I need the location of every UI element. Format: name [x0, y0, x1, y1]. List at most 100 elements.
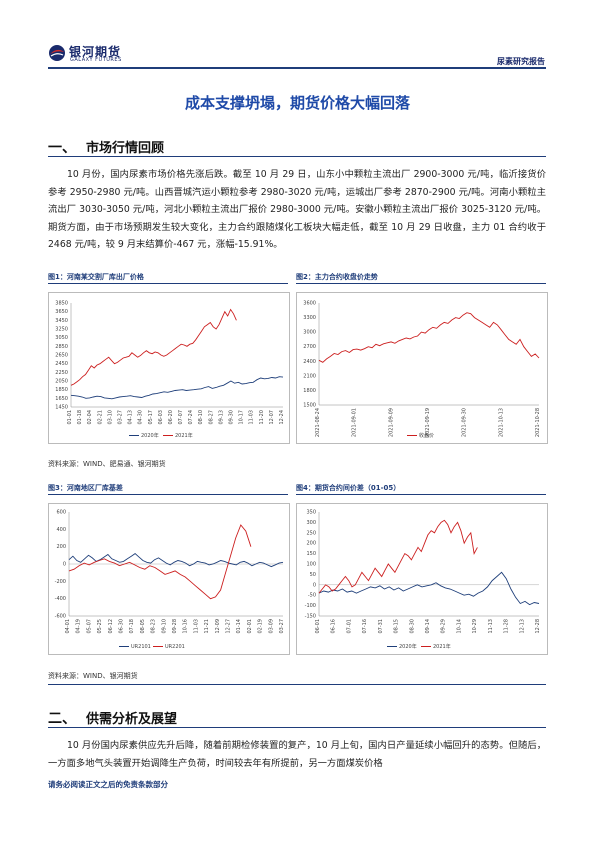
- x-tick-label: 06-03: [158, 410, 164, 425]
- x-tick-label: 04-30: [138, 410, 144, 425]
- section-number: 一、: [48, 140, 76, 156]
- x-tick-label: 11-03: [193, 619, 199, 634]
- x-tick-label: 07-01: [346, 619, 352, 634]
- x-tick-label: 12-24: [279, 410, 285, 425]
- report-type: 尿素研究报告: [497, 57, 545, 66]
- y-tick-label: 0: [63, 562, 66, 568]
- series-line-0: [70, 376, 284, 400]
- x-tick-label: 02-04: [87, 410, 93, 425]
- y-tick-label: -600: [55, 614, 66, 620]
- x-tick-label: 08-10: [198, 410, 204, 425]
- x-tick-label: 08-15: [394, 619, 400, 634]
- y-tick-label: 50: [310, 572, 316, 578]
- x-tick-label: 2021-09-09: [388, 408, 394, 437]
- y-tick-label: 3650: [55, 309, 68, 315]
- y-tick-label: 3000: [303, 330, 316, 336]
- y-tick-label: 150: [306, 551, 316, 557]
- x-tick-label: 2021-09-19: [425, 408, 431, 437]
- y-tick-label: 3250: [55, 327, 68, 333]
- section-underline: [48, 156, 546, 157]
- y-tick-label: 2700: [303, 344, 316, 350]
- disclaimer-note: 请务必阅读正文之后的免责条款部分: [48, 780, 168, 789]
- legend-label: UR2201: [165, 644, 185, 650]
- section-underline: [48, 727, 546, 728]
- y-tick-label: -100: [305, 603, 316, 609]
- x-tick-label: 08-23: [151, 619, 157, 634]
- series-line-1: [70, 308, 237, 386]
- y-tick-label: 3300: [303, 315, 316, 321]
- figure-2-svg: 1500 1800 2100 2400 2700 3000 3300 3600 2021-08-…: [303, 301, 541, 440]
- y-tick-label: 2100: [303, 373, 316, 379]
- section-title: 市场行情回顾: [86, 141, 165, 156]
- legend-label: 2021年: [175, 432, 193, 439]
- y-tick-label: 2400: [303, 359, 316, 365]
- y-tick-label: 250: [306, 530, 316, 536]
- x-tick-label: 06-12: [108, 619, 114, 634]
- source-divider: [48, 684, 546, 685]
- x-tick-label: 12-13: [519, 619, 525, 634]
- x-tick-label: 05-07: [86, 619, 92, 634]
- x-tick-label: 2021-10-13: [498, 408, 504, 437]
- section-2-heading: 二、 供需分析及展望: [48, 708, 546, 730]
- y-tick-label: 350: [306, 510, 316, 516]
- page-header: 银河期货 GALAXY FUTURES 尿素研究报告: [0, 0, 595, 70]
- x-tick-label: 09-28: [172, 619, 178, 634]
- y-tick-label: -50: [308, 593, 316, 599]
- figure-1-svg: 1450 1650 1850 2050 2250 2450 2650 2850 3050 3250…: [55, 301, 285, 440]
- x-tick-label: 05-17: [148, 410, 154, 425]
- x-tick-label: 11-20: [259, 410, 265, 425]
- y-tick-label: -150: [305, 614, 316, 620]
- section-1-heading: 一、 市场行情回顾: [48, 137, 546, 159]
- legend-label: 2020年: [399, 643, 417, 650]
- x-tick-label: 2021-08-24: [315, 408, 321, 437]
- figure-3-caption: 图3：河南地区厂库基差: [48, 484, 123, 492]
- series-line-1: [68, 524, 252, 600]
- x-tick-label: 09-29: [441, 619, 447, 634]
- x-tick-label: 07-07: [178, 410, 184, 425]
- x-tick-label: 12-07: [269, 410, 275, 425]
- x-tick-label: 10-14: [456, 619, 462, 634]
- series-line-0: [318, 571, 540, 606]
- x-tick-label: 02-01: [247, 619, 253, 634]
- logo-english: GALAXY FUTURES: [70, 57, 122, 63]
- y-tick-label: 600: [56, 510, 66, 516]
- y-tick-label: 1500: [303, 403, 316, 409]
- figure-source-2: 资料来源：WIND、银河期货: [48, 672, 138, 680]
- x-tick-label: 09-30: [229, 410, 235, 425]
- figure-1-caption: 图1：河南某交割厂库出厂价格: [48, 273, 144, 281]
- x-tick-label: 11-28: [504, 619, 510, 634]
- series-line-0: [318, 312, 540, 363]
- x-tick-label: 01-18: [77, 410, 83, 425]
- y-tick-label: 200: [56, 544, 66, 550]
- x-tick-label: 06-01: [315, 619, 321, 634]
- figure-2-rule: [296, 283, 546, 284]
- y-tick-label: 1850: [55, 387, 68, 393]
- y-tick-label: 400: [56, 527, 66, 533]
- header-divider: [48, 67, 546, 69]
- y-tick-label: 3050: [55, 335, 68, 341]
- x-tick-label: 2021-10-28: [535, 408, 541, 437]
- figure-3-chart: -600 -400 -200 0 200 400 600 04-01 04-19 05-07 05-…: [48, 503, 290, 655]
- y-tick-label: 2850: [55, 344, 68, 350]
- x-tick-label: 10-16: [183, 619, 189, 634]
- x-tick-label: 01-14: [236, 619, 242, 634]
- figure-2-caption: 图2：主力合约收盘价走势: [296, 273, 378, 281]
- y-tick-label: -400: [55, 596, 66, 602]
- x-tick-label: 10-29: [472, 619, 478, 634]
- x-tick-label: 11-13: [488, 619, 494, 634]
- y-tick-label: 2450: [55, 361, 68, 367]
- y-tick-label: 100: [306, 562, 316, 568]
- figure-3-rule: [48, 494, 288, 495]
- y-tick-label: 300: [306, 520, 316, 526]
- section-title: 供需分析及展望: [86, 712, 178, 727]
- y-tick-label: 1650: [55, 396, 68, 402]
- x-tick-label: 02-21: [97, 410, 103, 425]
- legend-label: UR2101: [131, 644, 151, 650]
- x-tick-label: 10-17: [239, 410, 245, 425]
- y-tick-label: 2250: [55, 370, 68, 376]
- x-tick-label: 04-13: [128, 410, 134, 425]
- x-tick-label: 09-13: [218, 410, 224, 425]
- series-line-0: [68, 553, 284, 568]
- section-number: 二、: [48, 711, 76, 727]
- y-tick-label: 3450: [55, 318, 68, 324]
